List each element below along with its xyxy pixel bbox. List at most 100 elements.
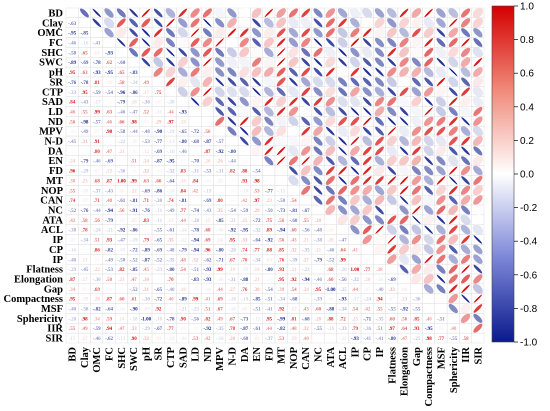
heatmap-cell <box>287 185 300 196</box>
correlation-ellipse <box>448 117 458 126</box>
correlation-ellipse <box>202 47 212 57</box>
correlation-ellipse <box>423 273 434 284</box>
correlation-value: .56 <box>69 120 76 125</box>
correlation-value: .70 <box>241 258 248 263</box>
correlation-ellipse <box>227 126 237 136</box>
heatmap-cell <box>164 86 177 97</box>
correlation-ellipse <box>386 195 397 206</box>
correlation-value: -.92 <box>228 229 236 234</box>
correlation-value: .88 <box>327 317 334 322</box>
correlation-ellipse <box>472 7 483 19</box>
correlation-value: -.69 <box>80 61 88 66</box>
correlation-ellipse <box>251 27 262 38</box>
correlation-ellipse <box>448 225 458 235</box>
correlation-value: .54 <box>290 288 297 293</box>
correlation-value: .80 <box>217 199 224 204</box>
correlation-value: -.86 <box>130 91 138 96</box>
correlation-value: -.57 <box>93 120 101 125</box>
correlation-ellipse <box>473 244 483 255</box>
correlation-ellipse <box>461 77 470 87</box>
correlation-value: -.35 <box>216 327 224 332</box>
correlation-value: -.56 <box>191 317 199 322</box>
correlation-ellipse <box>203 57 212 67</box>
row-label: SAD <box>42 97 63 108</box>
correlation-ellipse <box>412 146 421 156</box>
correlation-value: .10 <box>327 229 334 234</box>
correlation-ellipse <box>472 185 483 196</box>
correlation-ellipse <box>448 293 458 304</box>
correlation-value: .09 <box>155 337 162 342</box>
correlation-value: -.53 <box>105 268 113 273</box>
column-label: CTP <box>166 346 177 368</box>
correlation-value: -.73 <box>277 209 285 214</box>
correlation-value: .71 <box>94 199 101 204</box>
correlation-value: .85 <box>278 248 285 253</box>
correlation-ellipse <box>350 116 360 126</box>
correlation-ellipse <box>251 126 262 137</box>
correlation-ellipse <box>461 294 470 303</box>
correlation-ellipse <box>338 146 347 156</box>
correlation-value: -.62 <box>203 258 211 263</box>
correlation-value: .77 <box>180 209 187 214</box>
row-label: FD <box>49 166 63 177</box>
row-label: NOP <box>41 186 64 197</box>
correlation-ellipse <box>251 116 262 127</box>
correlation-value: .68 <box>94 179 101 184</box>
heatmap-cell <box>373 254 386 265</box>
correlation-ellipse <box>214 27 225 38</box>
correlation-value: .06 <box>143 120 150 125</box>
correlation-ellipse <box>386 8 397 18</box>
correlation-value: -.92 <box>265 239 273 244</box>
correlation-ellipse <box>461 8 471 18</box>
correlation-value: .42 <box>364 308 371 313</box>
correlation-value: -.14 <box>179 229 187 234</box>
correlation-ellipse <box>362 77 372 87</box>
correlation-value: .67 <box>229 258 236 263</box>
correlation-ellipse <box>202 8 212 18</box>
correlation-ellipse <box>325 47 336 58</box>
correlation-ellipse <box>386 145 397 157</box>
correlation-value: .58 <box>462 337 469 342</box>
correlation-value: -.05 <box>130 150 138 155</box>
correlation-ellipse <box>473 146 483 156</box>
correlation-ellipse <box>448 106 458 116</box>
row-label: MPV <box>39 127 63 138</box>
correlation-ellipse <box>116 18 126 28</box>
correlation-ellipse <box>374 8 385 18</box>
correlation-value: .56 <box>204 130 211 135</box>
correlation-ellipse <box>472 155 484 166</box>
correlation-value: -.16 <box>326 327 334 332</box>
correlation-ellipse <box>276 107 286 116</box>
heatmap-cell <box>262 165 276 176</box>
correlation-value: -.99 <box>277 317 285 322</box>
column-label: SHC <box>117 347 128 369</box>
correlation-ellipse <box>288 135 299 147</box>
correlation-value: .68 <box>204 229 211 234</box>
correlation-ellipse <box>301 126 311 136</box>
correlation-value: .77 <box>438 337 445 342</box>
correlation-ellipse <box>92 18 102 28</box>
correlation-value: .01 <box>266 179 273 184</box>
correlation-ellipse <box>375 136 384 146</box>
correlation-value: .63 <box>81 71 88 76</box>
correlation-value: -.67 <box>302 209 310 214</box>
correlation-value: -.93 <box>105 51 113 56</box>
correlation-ellipse <box>325 18 335 28</box>
correlation-value: .28 <box>229 337 236 342</box>
correlation-value: -.72 <box>154 298 162 303</box>
correlation-ellipse <box>251 67 262 77</box>
correlation-value: -.07 <box>80 199 88 204</box>
correlation-value: .13 <box>167 219 174 224</box>
correlation-value: .94 <box>376 298 383 303</box>
correlation-ellipse <box>448 27 459 38</box>
correlation-ellipse <box>350 17 360 28</box>
correlation-value: -.49 <box>105 258 113 263</box>
correlation-value: -.43 <box>203 209 211 214</box>
correlation-ellipse <box>472 96 484 107</box>
correlation-value: .90 <box>130 337 137 342</box>
correlation-ellipse <box>190 28 200 37</box>
correlation-value: -.31 <box>191 170 199 175</box>
correlation-value: -.13 <box>167 140 175 145</box>
correlation-value: -.41 <box>93 41 101 46</box>
